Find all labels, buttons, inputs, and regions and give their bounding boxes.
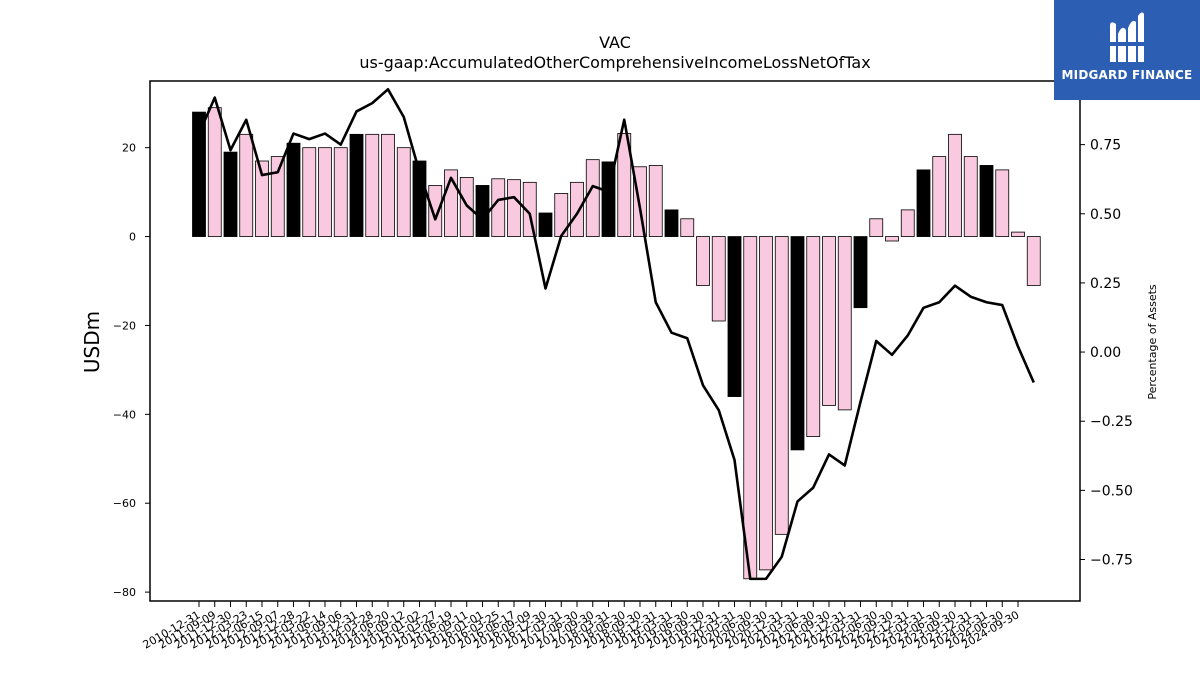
bar-2023-06-30 xyxy=(932,156,947,237)
bar-2013-03-22 xyxy=(302,147,317,237)
chart-title: VAC xyxy=(599,33,631,52)
bar-2014-06-20 xyxy=(381,133,395,237)
bar-2019-09-30 xyxy=(696,236,710,286)
bar-2010-12-31 xyxy=(192,111,206,237)
bar-2016-01-01 xyxy=(475,185,490,237)
y2-tick-label: 0.50 xyxy=(1090,207,1121,223)
bar-2018-06-30 xyxy=(617,133,632,237)
line-group xyxy=(197,88,1035,581)
bar-undefined xyxy=(1026,236,1041,286)
bar-2023-09-30 xyxy=(948,133,962,237)
bar-2011-09-09 xyxy=(207,107,222,237)
y-tick-label: −40 xyxy=(113,408,136,421)
brand-logo: MIDGARD FINANCE xyxy=(1054,0,1200,100)
bar-2016-03-25 xyxy=(491,178,506,237)
bar-2012-09-07 xyxy=(270,156,285,237)
axes-group: −80 −60 −40 −20 0 20 −0.75 −0.50 −0.25 0.00 0.25 0.… xyxy=(113,80,1133,652)
bar-2020-03-31 xyxy=(727,236,742,397)
bar-2022-03-31 xyxy=(853,236,868,309)
bar-2020-06-30 xyxy=(743,236,758,580)
series-line-percentage-of-assets xyxy=(197,88,1035,581)
y-tick-label: −80 xyxy=(113,586,136,599)
y-tick-label: 0 xyxy=(129,231,136,244)
bar-2022-12-31 xyxy=(900,209,915,237)
bar-2024-09-30 xyxy=(1011,231,1025,237)
bar-2019-03-31 xyxy=(664,209,679,237)
bar-2021-03-31 xyxy=(790,236,805,451)
bar-2024-06-30 xyxy=(995,169,1010,237)
bar-2015-03-27 xyxy=(428,185,443,237)
bar-2021-09-30 xyxy=(822,236,836,406)
bars-group xyxy=(192,107,1041,580)
bar-2019-06-30 xyxy=(680,218,695,237)
y2-tick-label: −0.75 xyxy=(1090,553,1133,569)
bar-2014-09-12 xyxy=(396,147,411,237)
bar-2012-12-28 xyxy=(286,142,301,237)
bar-2016-06-17 xyxy=(507,179,521,237)
y2-axis-label: Percentage of Assets xyxy=(1146,284,1159,400)
y2-tick-label: −0.25 xyxy=(1090,414,1133,430)
bar-2020-09-30 xyxy=(759,236,773,571)
bar-2022-09-30 xyxy=(885,236,899,242)
bar-2022-06-30 xyxy=(869,218,884,237)
plot-frame xyxy=(149,80,1081,602)
y-axis-label: USDm xyxy=(80,311,104,373)
bar-2020-12-31 xyxy=(774,236,789,535)
bar-2017-09-30 xyxy=(585,159,600,237)
chart-subtitle: us-gaap:AccumulatedOtherComprehensiveInc… xyxy=(359,53,870,72)
bar-2021-12-31 xyxy=(837,236,852,411)
bar-2023-12-31 xyxy=(963,156,978,237)
brand-name: MIDGARD FINANCE xyxy=(1061,68,1193,82)
bar-2011-12-30 xyxy=(223,151,238,237)
y2-tick-label: 0.75 xyxy=(1090,138,1121,154)
y2-tick-label: −0.50 xyxy=(1090,483,1133,499)
bar-2019-12-31 xyxy=(711,236,726,322)
y2-tick-label: 0.25 xyxy=(1090,276,1121,292)
bar-2021-06-30 xyxy=(806,236,821,437)
y2-tick-label: 0.00 xyxy=(1090,345,1121,361)
bar-2016-12-30 xyxy=(538,212,553,237)
bar-2013-12-31 xyxy=(349,133,364,237)
bar-2017-06-30 xyxy=(570,181,584,237)
midgard-logo-icon xyxy=(1108,12,1146,62)
bar-2013-09-06 xyxy=(333,147,348,237)
bar-2012-06-15 xyxy=(255,160,269,237)
y-tick-label: −20 xyxy=(113,319,136,332)
bar-2023-03-31 xyxy=(916,169,931,237)
bar-2018-12-31 xyxy=(648,165,663,237)
bar-2013-06-14 xyxy=(318,147,332,237)
bar-2012-03-23 xyxy=(239,133,254,237)
bar-2024-03-31 xyxy=(979,165,994,237)
bar-2014-03-28 xyxy=(365,133,380,237)
y-tick-label: 20 xyxy=(122,142,136,155)
y-tick-label: −60 xyxy=(113,497,136,510)
